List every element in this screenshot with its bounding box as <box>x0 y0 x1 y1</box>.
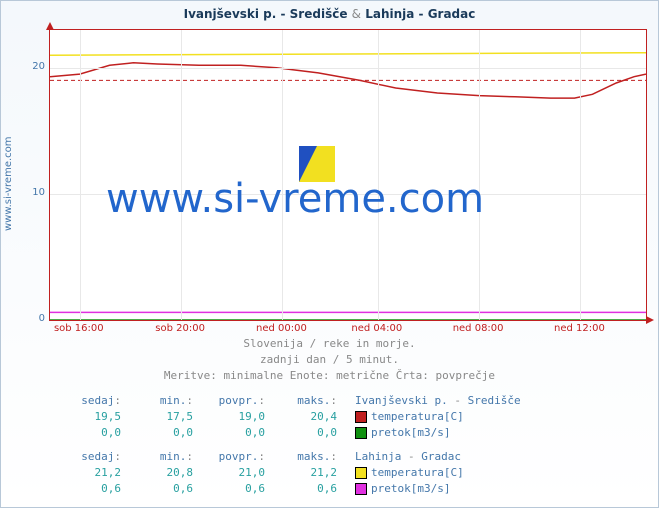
legend-station-2: sedajmin.povpr.maks. Lahinja - Gradac 21,2… <box>49 449 464 497</box>
plot-area <box>49 29 647 321</box>
legend-swatch-icon <box>355 483 367 495</box>
legend-value: 21,0 <box>193 465 265 481</box>
legend-header: sedaj <box>49 393 121 409</box>
legend-value: 19,5 <box>49 409 121 425</box>
x-tick: sob 20:00 <box>155 323 205 334</box>
legend-value: 0,6 <box>265 481 337 497</box>
legend-metric-label: temperatura[C] <box>371 466 464 479</box>
x-tick: sob 16:00 <box>54 323 104 334</box>
legend-header: sedaj <box>49 449 121 465</box>
legend-value: 0,0 <box>193 425 265 441</box>
x-tick: ned 12:00 <box>554 323 605 334</box>
y-tick: 10 <box>15 187 45 198</box>
legend-header: povpr. <box>193 449 265 465</box>
legend-station-name: Ivanjševski p. - Središče <box>355 394 521 407</box>
subtitle-source: Slovenija / reke in morje. <box>1 337 658 350</box>
chart-title: Ivanjševski p. - Središče & Lahinja - Gr… <box>1 1 658 21</box>
legend-value: 20,4 <box>265 409 337 425</box>
x-tick: ned 00:00 <box>256 323 307 334</box>
legend-value: 21,2 <box>265 465 337 481</box>
legend-metric-label: pretok[m3/s] <box>371 482 450 495</box>
legend-value: 19,0 <box>193 409 265 425</box>
legend-header: maks. <box>265 449 337 465</box>
subtitle-range: zadnji dan / 5 minut. <box>1 353 658 366</box>
legend-value: 0,0 <box>49 425 121 441</box>
legend-header: min. <box>121 393 193 409</box>
series-line <box>50 53 646 56</box>
chart-series-svg <box>50 30 646 320</box>
x-tick: ned 04:00 <box>351 323 402 334</box>
x-tick: ned 08:00 <box>453 323 504 334</box>
legend-swatch-icon <box>355 427 367 439</box>
legend-station-1: sedajmin.povpr.maks. Ivanjševski p. - Sre… <box>49 393 521 441</box>
legend-header: povpr. <box>193 393 265 409</box>
site-label-left: www.si-vreme.com <box>3 136 14 231</box>
title-ampersand: & <box>352 7 361 21</box>
y-tick: 20 <box>15 61 45 72</box>
chart-frame: Ivanjševski p. - Središče & Lahinja - Gr… <box>0 0 659 508</box>
y-tick: 0 <box>15 313 45 324</box>
legend-value: 0,0 <box>265 425 337 441</box>
legend-swatch-icon <box>355 467 367 479</box>
legend-station-name: Lahinja - Gradac <box>355 450 461 463</box>
legend-header: min. <box>121 449 193 465</box>
legend-value: 0,0 <box>121 425 193 441</box>
legend-value: 0,6 <box>193 481 265 497</box>
legend-value: 17,5 <box>121 409 193 425</box>
legend-metric-label: pretok[m3/s] <box>371 426 450 439</box>
legend-value: 20,8 <box>121 465 193 481</box>
legend-header: maks. <box>265 393 337 409</box>
legend-value: 0,6 <box>49 481 121 497</box>
legend-swatch-icon <box>355 411 367 423</box>
legend-metric-label: temperatura[C] <box>371 410 464 423</box>
legend-value: 21,2 <box>49 465 121 481</box>
legend-value: 0,6 <box>121 481 193 497</box>
subtitle-meta: Meritve: minimalne Enote: metrične Črta:… <box>1 369 658 382</box>
title-series-b: Lahinja - Gradac <box>365 7 475 21</box>
title-series-a: Ivanjševski p. - Središče <box>184 7 348 21</box>
